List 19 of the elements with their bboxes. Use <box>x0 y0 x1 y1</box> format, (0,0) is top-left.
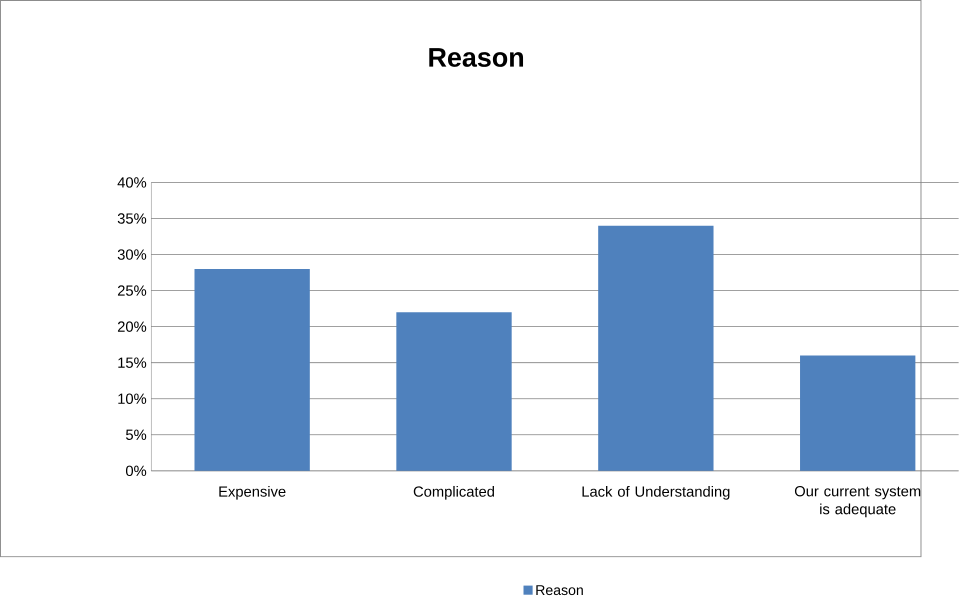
y-tick-label: 30% <box>118 249 146 260</box>
bar <box>194 268 310 471</box>
x-tick-label: Expensive <box>219 486 286 500</box>
chart-title: Reason <box>429 48 524 67</box>
y-tick-label: 15% <box>118 357 146 368</box>
legend-label: Reason <box>536 585 583 596</box>
bar <box>396 312 512 471</box>
y-tick-label: 0% <box>126 466 146 476</box>
bar <box>598 226 714 471</box>
x-tick-label: Our current system is adequate <box>794 486 920 518</box>
y-tick-label: 20% <box>118 321 146 332</box>
y-tick-label: 40% <box>118 177 146 188</box>
x-tick-label: Complicated <box>414 486 494 500</box>
y-tick-label: 25% <box>118 285 146 296</box>
x-tick-label: Lack of Understanding <box>582 486 730 500</box>
bar <box>800 355 916 471</box>
y-tick-label: 10% <box>118 394 146 404</box>
y-tick-label: 5% <box>126 430 146 440</box>
y-tick-label: 35% <box>118 213 146 224</box>
